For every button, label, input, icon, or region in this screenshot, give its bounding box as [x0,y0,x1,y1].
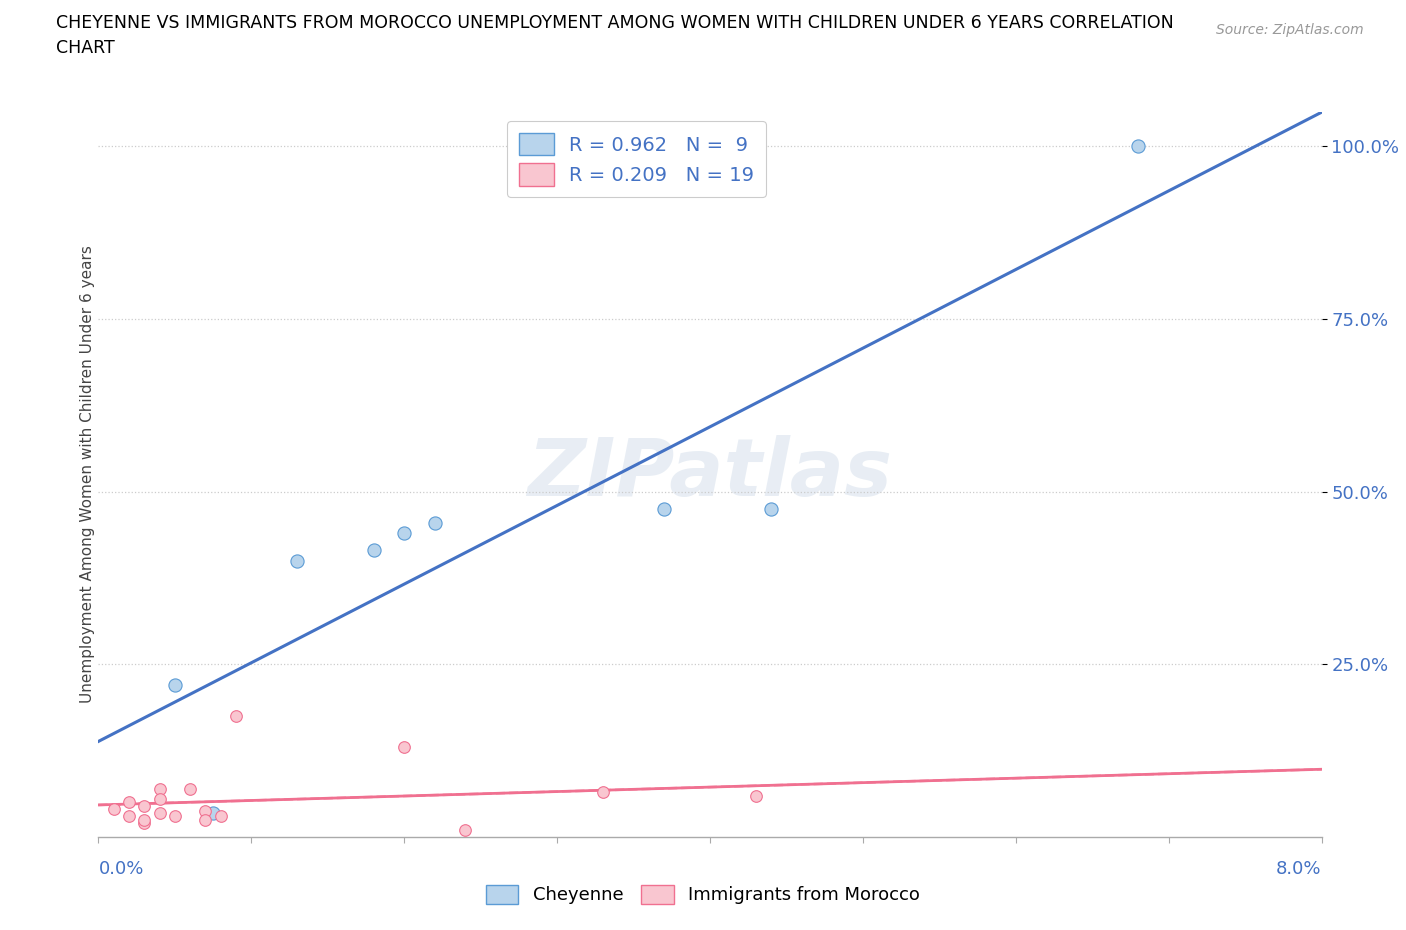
Point [179,781,201,796]
Text: CHEYENNE VS IMMIGRANTS FROM MOROCCO UNEMPLOYMENT AMONG WOMEN WITH CHILDREN UNDER: CHEYENNE VS IMMIGRANTS FROM MOROCCO UNEM… [56,14,1174,32]
Y-axis label: Unemployment Among Women with Children Under 6 years: Unemployment Among Women with Children U… [80,246,94,703]
Point [225,709,247,724]
Point [454,823,477,838]
Text: ZIPatlas: ZIPatlas [527,435,893,513]
Point [134,812,156,827]
Point [423,515,446,530]
Point [194,812,217,827]
Point [392,739,416,754]
Point [134,799,156,814]
Point [118,795,141,810]
Point [759,501,782,516]
Point [652,501,675,516]
Point [103,802,125,817]
Text: Source: ZipAtlas.com: Source: ZipAtlas.com [1216,23,1364,37]
Point [392,525,416,540]
Text: 0.0%: 0.0% [98,860,143,878]
Point [118,809,141,824]
Point [134,816,156,830]
Point [202,805,225,820]
Point [149,805,172,820]
Point [592,785,614,800]
Text: CHART: CHART [56,39,115,57]
Point [163,809,186,824]
Point [149,781,172,796]
Point [745,788,768,803]
Legend: R = 0.962   N =  9, R = 0.209   N = 19: R = 0.962 N = 9, R = 0.209 N = 19 [508,121,766,197]
Point [194,804,217,818]
Legend: Cheyenne, Immigrants from Morocco: Cheyenne, Immigrants from Morocco [478,877,928,911]
Point [149,791,172,806]
Point [1128,139,1150,153]
Point [285,553,308,568]
Point [363,543,385,558]
Point [209,809,232,824]
Text: 8.0%: 8.0% [1277,860,1322,878]
Point [163,678,186,693]
